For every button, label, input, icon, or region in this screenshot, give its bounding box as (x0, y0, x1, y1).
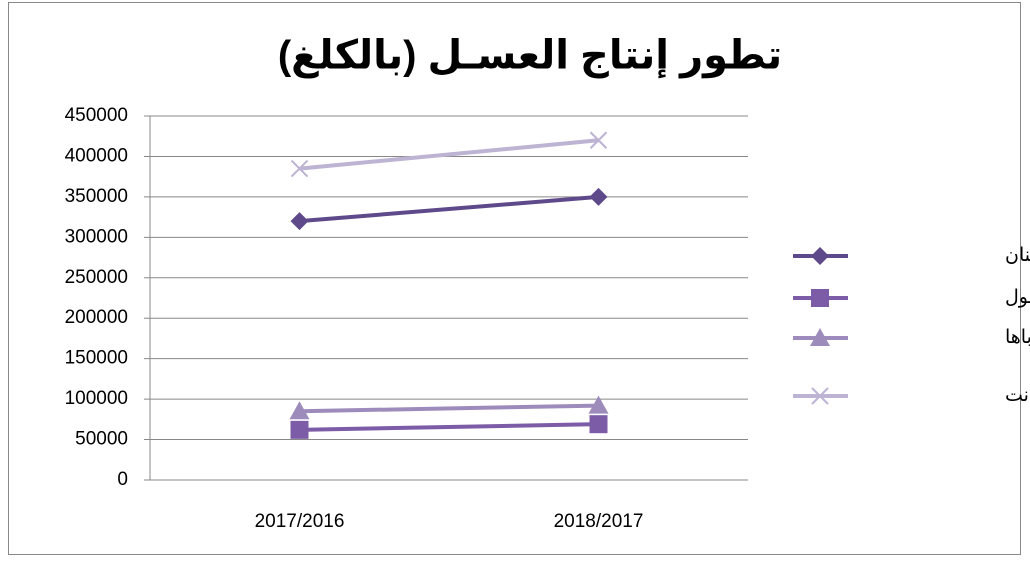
marker (290, 420, 309, 439)
chart-border (8, 2, 1021, 555)
legend-label: إنزكان أيت ملول (1005, 284, 1030, 309)
y-tick-label: 200000 (65, 307, 128, 328)
marker (588, 395, 609, 414)
line (299, 194, 599, 224)
marker (589, 131, 608, 149)
y-tick-label: 150000 (65, 348, 128, 369)
marker (810, 328, 830, 346)
y-tick-label: 450000 (65, 105, 128, 126)
line (299, 403, 599, 414)
line (299, 138, 599, 171)
y-tick-label: 50000 (75, 429, 128, 450)
y-tick-label: 400000 (65, 145, 128, 166)
marker (289, 401, 310, 420)
x-tick-label: 2017/2016 (255, 511, 345, 532)
y-tick-label: 350000 (65, 186, 128, 207)
y-tick-label: 0 (117, 469, 128, 490)
legend-label: أكادير إداوتنان (1005, 242, 1030, 267)
y-tick-label: 300000 (65, 226, 128, 247)
marker (589, 187, 608, 206)
legend-label: اشتوكة أيت باها (1005, 324, 1030, 348)
y-tick-label: 250000 (65, 267, 128, 288)
legend-label: تـارودانت (1005, 385, 1030, 406)
marker (290, 212, 309, 231)
marker (811, 289, 829, 307)
marker (811, 247, 829, 265)
marker (811, 387, 829, 405)
line (299, 422, 599, 432)
x-tick-label: 2018/2017 (554, 511, 644, 532)
y-tick-label: 100000 (65, 388, 128, 409)
marker (589, 415, 608, 434)
marker (290, 159, 309, 178)
chart-title: تطور إنتاج العسـل (بالكلغ) (278, 34, 782, 79)
